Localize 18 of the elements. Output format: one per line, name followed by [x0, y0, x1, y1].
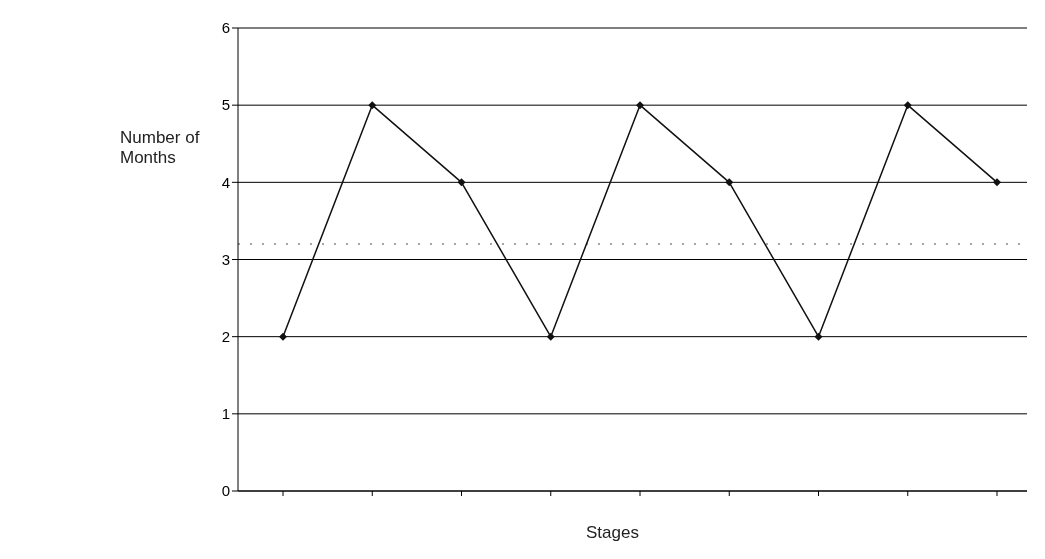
point [546, 332, 555, 341]
point [814, 332, 823, 341]
point [279, 332, 287, 341]
y-tick-label: 5 [221, 96, 230, 114]
x-axis-title: Stages [585, 523, 640, 543]
y-axis-title: Number of Months [120, 128, 201, 168]
point [636, 101, 644, 110]
point [368, 101, 377, 110]
point [457, 178, 466, 187]
point [993, 178, 1001, 187]
point [725, 178, 734, 187]
y-tick-label: 2 [221, 327, 230, 345]
y-tick-label: 3 [221, 250, 230, 268]
point [903, 101, 912, 110]
y-tick-label: 4 [221, 173, 230, 191]
y-tick-label: 0 [221, 482, 230, 500]
y-tick-label: 6 [221, 19, 230, 37]
y-tick-label: 1 [221, 405, 230, 423]
